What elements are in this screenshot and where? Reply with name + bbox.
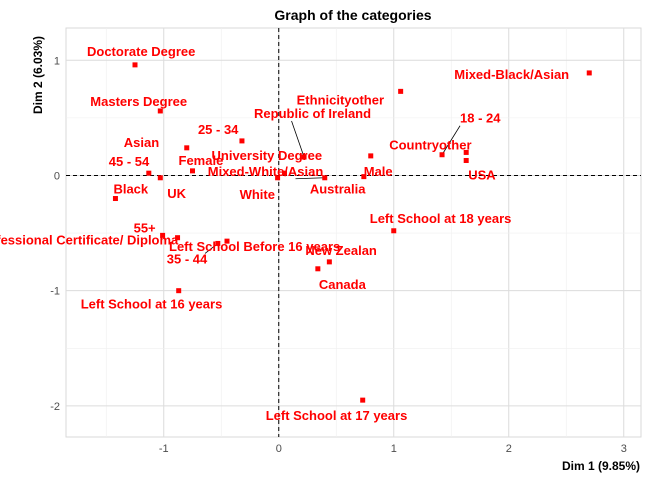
data-point: [224, 238, 230, 244]
data-point: [463, 157, 469, 163]
label-connector: [441, 125, 461, 155]
point-label: Left School at 18 years: [370, 211, 512, 226]
y-axis-title: Dim 2 (6.03%): [31, 36, 45, 114]
label-connector: [295, 177, 325, 180]
panel-background: [65, 27, 642, 438]
data-point: [157, 108, 163, 114]
data-point: [361, 174, 367, 180]
point-label: Doctorate Degree: [87, 44, 195, 59]
point-label: USA: [468, 167, 496, 182]
data-point: [157, 175, 163, 181]
point-label: Canada: [319, 277, 367, 292]
point-label: Male: [364, 164, 393, 179]
data-point: [391, 228, 397, 234]
point-label: University Degree: [212, 148, 323, 163]
data-point: [132, 62, 138, 68]
data-point: [176, 288, 182, 294]
point-label: Left School Before 16 years: [169, 239, 340, 254]
data-point: [175, 235, 181, 241]
point-label: Australia: [310, 182, 366, 197]
data-point: [439, 152, 445, 158]
data-point: [315, 266, 321, 272]
x-axis-title: Dim 1 (9.85%): [562, 459, 640, 473]
point-label: New Zealan: [305, 243, 377, 258]
point-label: UK: [167, 186, 186, 201]
data-point: [190, 168, 195, 174]
data-point: [398, 88, 404, 94]
point-label: 18 - 24: [460, 111, 501, 126]
y-tick-label: -1: [50, 286, 60, 298]
point-label: Left School at 16 years: [81, 297, 223, 312]
point-label: Mixed-Black/Asian: [454, 67, 569, 82]
label-connectors: [204, 120, 461, 254]
chart-title: Graph of the categories: [274, 7, 431, 23]
y-tick-label: 1: [54, 55, 60, 67]
point-label: Female: [179, 153, 224, 168]
data-point: [160, 232, 166, 238]
point-label: 25 - 34: [198, 122, 239, 137]
data-point: [360, 397, 366, 403]
data-point: [322, 175, 328, 181]
data-point: [368, 153, 374, 159]
data-point: [146, 170, 152, 176]
tick-labels: -1 0 1 2 3 -2 -1 0 1: [50, 55, 627, 455]
data-point: [463, 149, 469, 155]
point-label: Masters Degree: [90, 94, 187, 109]
y-tick-label: -2: [50, 401, 60, 413]
data-point: [301, 154, 307, 160]
point-label: Mixed-White/Asian: [208, 164, 324, 179]
point-labels: Doctorate Degree Masters Degree Asian 25 - …: [0, 44, 569, 423]
data-point: [184, 145, 190, 151]
data-point: [112, 196, 118, 202]
data-point: [326, 259, 332, 265]
point-label: Ethnicityother: [297, 92, 384, 107]
x-tick-label: 1: [391, 443, 397, 455]
point-label: 55+: [134, 220, 156, 235]
point-label: Left School at 17 years: [266, 408, 408, 423]
point-label: Asian: [124, 135, 159, 150]
data-point: [215, 240, 221, 246]
data-point: [239, 138, 245, 144]
reference-lines: [66, 28, 641, 437]
point-label: Professional Certificate/ Diploma: [0, 233, 179, 248]
x-tick-label: 0: [276, 443, 282, 455]
data-point: [282, 170, 287, 176]
data-point: [275, 175, 281, 181]
point-label: Black: [113, 182, 148, 197]
label-connector: [291, 120, 305, 158]
data-point: [586, 70, 592, 76]
point-label: Countryother: [389, 137, 471, 152]
y-tick-label: 0: [54, 170, 60, 182]
point-label: Republic of Ireland: [254, 106, 371, 121]
data-points: [112, 62, 592, 403]
point-label: 45 - 54: [109, 154, 150, 169]
x-tick-label: 2: [506, 443, 512, 455]
x-tick-label: 3: [621, 443, 627, 455]
point-label: 35 - 44: [167, 251, 208, 266]
x-tick-label: -1: [159, 443, 169, 455]
point-label: White: [240, 187, 275, 202]
